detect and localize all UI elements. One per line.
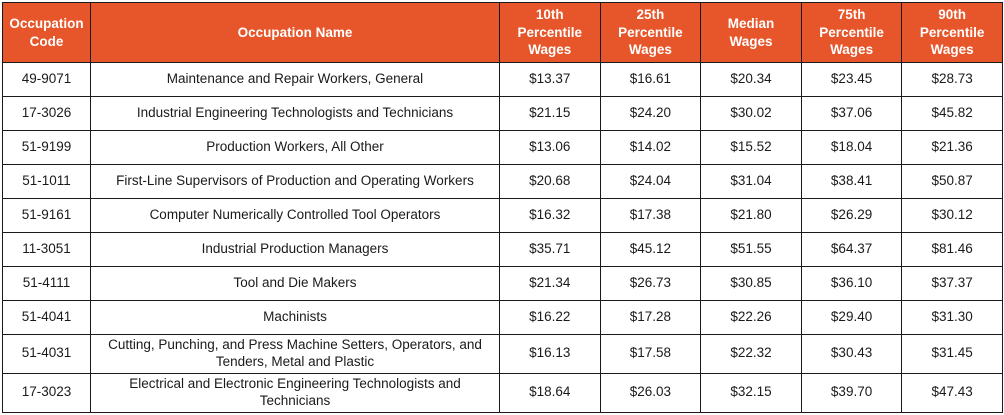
col-header-10th-percentile-wages: 10th Percentile Wages bbox=[499, 2, 601, 63]
table-row: 51-9199 Production Workers, All Other $1… bbox=[2, 130, 1003, 165]
wage-25th-percentile-cell: $17.28 bbox=[599, 300, 702, 335]
wage-median-cell: $22.26 bbox=[700, 300, 802, 335]
wage-75th-percentile-cell: $38.41 bbox=[800, 164, 903, 199]
header-row: Occupation Code Occupation Name 10th Per… bbox=[2, 2, 1003, 63]
occupation-code-cell: 49-9071 bbox=[2, 62, 91, 97]
wage-90th-percentile-cell: $28.73 bbox=[901, 62, 1003, 97]
wage-90th-percentile-cell: $47.43 bbox=[901, 372, 1003, 413]
wage-25th-percentile-cell: $17.38 bbox=[599, 198, 702, 233]
wage-25th-percentile-cell: $16.61 bbox=[599, 62, 702, 97]
wage-10th-percentile-cell: $21.15 bbox=[499, 96, 601, 131]
wage-median-cell: $32.15 bbox=[700, 372, 802, 413]
wage-90th-percentile-cell: $37.37 bbox=[901, 266, 1003, 301]
wage-75th-percentile-cell: $37.06 bbox=[800, 96, 903, 131]
wage-25th-percentile-cell: $45.12 bbox=[599, 232, 702, 267]
wage-75th-percentile-cell: $26.29 bbox=[800, 198, 903, 233]
wage-10th-percentile-cell: $13.06 bbox=[499, 130, 601, 165]
occupation-code-cell: 51-9161 bbox=[2, 198, 91, 233]
wage-median-cell: $20.34 bbox=[700, 62, 802, 97]
col-header-occupation-code: Occupation Code bbox=[2, 2, 91, 63]
wage-75th-percentile-cell: $29.40 bbox=[800, 300, 903, 335]
wage-10th-percentile-cell: $35.71 bbox=[499, 232, 601, 267]
wage-25th-percentile-cell: $24.04 bbox=[599, 164, 702, 199]
wage-75th-percentile-cell: $36.10 bbox=[800, 266, 903, 301]
wage-75th-percentile-cell: $39.70 bbox=[800, 372, 903, 413]
col-header-25th-percentile-wages: 25th Percentile Wages bbox=[599, 2, 702, 63]
wage-median-cell: $31.04 bbox=[700, 164, 802, 199]
occupation-name-cell: Cutting, Punching, and Press Machine Set… bbox=[90, 334, 500, 374]
wage-25th-percentile-cell: $26.73 bbox=[599, 266, 702, 301]
wage-90th-percentile-cell: $31.45 bbox=[901, 334, 1003, 374]
wage-10th-percentile-cell: $16.32 bbox=[499, 198, 601, 233]
wage-median-cell: $22.32 bbox=[700, 334, 802, 374]
wage-25th-percentile-cell: $14.02 bbox=[599, 130, 702, 165]
occupation-code-cell: 51-1011 bbox=[2, 164, 91, 199]
occupation-code-cell: 17-3023 bbox=[2, 372, 91, 413]
occupation-name-cell: Computer Numerically Controlled Tool Ope… bbox=[90, 198, 500, 233]
wage-10th-percentile-cell: $16.13 bbox=[499, 334, 601, 374]
wage-25th-percentile-cell: $17.58 bbox=[599, 334, 702, 374]
wage-90th-percentile-cell: $21.36 bbox=[901, 130, 1003, 165]
occupation-name-cell: Tool and Die Makers bbox=[90, 266, 500, 301]
table-row: 51-4111 Tool and Die Makers $21.34 $26.7… bbox=[2, 266, 1003, 301]
wage-90th-percentile-cell: $31.30 bbox=[901, 300, 1003, 335]
table-body: 49-9071 Maintenance and Repair Workers, … bbox=[2, 62, 1003, 413]
table-row: 51-9161 Computer Numerically Controlled … bbox=[2, 198, 1003, 233]
wage-median-cell: $51.55 bbox=[700, 232, 802, 267]
table-row: 51-4031 Cutting, Punching, and Press Mac… bbox=[2, 334, 1003, 374]
wage-median-cell: $30.02 bbox=[700, 96, 802, 131]
col-header-occupation-name: Occupation Name bbox=[90, 2, 500, 63]
wage-75th-percentile-cell: $64.37 bbox=[800, 232, 903, 267]
wage-90th-percentile-cell: $50.87 bbox=[901, 164, 1003, 199]
wage-90th-percentile-cell: $45.82 bbox=[901, 96, 1003, 131]
col-header-75th-percentile-wages: 75th Percentile Wages bbox=[800, 2, 903, 63]
wage-90th-percentile-cell: $81.46 bbox=[901, 232, 1003, 267]
wage-10th-percentile-cell: $13.37 bbox=[499, 62, 601, 97]
wage-25th-percentile-cell: $24.20 bbox=[599, 96, 702, 131]
table-row: 51-4041 Machinists $16.22 $17.28 $22.26 … bbox=[2, 300, 1003, 335]
occupation-name-cell: Electrical and Electronic Engineering Te… bbox=[90, 372, 500, 413]
occupation-code-cell: 17-3026 bbox=[2, 96, 91, 131]
occupation-code-cell: 51-4031 bbox=[2, 334, 91, 374]
col-header-median-wages: Median Wages bbox=[700, 2, 802, 63]
wage-median-cell: $15.52 bbox=[700, 130, 802, 165]
wage-75th-percentile-cell: $23.45 bbox=[800, 62, 903, 97]
occupation-name-cell: Production Workers, All Other bbox=[90, 130, 500, 165]
occupation-code-cell: 51-4111 bbox=[2, 266, 91, 301]
occupation-code-cell: 51-4041 bbox=[2, 300, 91, 335]
table-row: 17-3026 Industrial Engineering Technolog… bbox=[2, 96, 1003, 131]
wage-10th-percentile-cell: $16.22 bbox=[499, 300, 601, 335]
wage-10th-percentile-cell: $18.64 bbox=[499, 372, 601, 413]
wage-75th-percentile-cell: $30.43 bbox=[800, 334, 903, 374]
wage-10th-percentile-cell: $21.34 bbox=[499, 266, 601, 301]
table-row: 49-9071 Maintenance and Repair Workers, … bbox=[2, 62, 1003, 97]
wage-10th-percentile-cell: $20.68 bbox=[499, 164, 601, 199]
occupation-name-cell: First-Line Supervisors of Production and… bbox=[90, 164, 500, 199]
occupation-name-cell: Maintenance and Repair Workers, General bbox=[90, 62, 500, 97]
table-row: 11-3051 Industrial Production Managers $… bbox=[2, 232, 1003, 267]
table-row: 51-1011 First-Line Supervisors of Produc… bbox=[2, 164, 1003, 199]
wage-90th-percentile-cell: $30.12 bbox=[901, 198, 1003, 233]
col-header-90th-percentile-wages: 90th Percentile Wages bbox=[901, 2, 1003, 63]
occupation-name-cell: Industrial Engineering Technologists and… bbox=[90, 96, 500, 131]
occupation-name-cell: Machinists bbox=[90, 300, 500, 335]
wage-median-cell: $21.80 bbox=[700, 198, 802, 233]
wage-75th-percentile-cell: $18.04 bbox=[800, 130, 903, 165]
occupation-code-cell: 11-3051 bbox=[2, 232, 91, 267]
occupation-name-cell: Industrial Production Managers bbox=[90, 232, 500, 267]
occupation-code-cell: 51-9199 bbox=[2, 130, 91, 165]
table-row: 17-3023 Electrical and Electronic Engine… bbox=[2, 372, 1003, 413]
wage-median-cell: $30.85 bbox=[700, 266, 802, 301]
wage-25th-percentile-cell: $26.03 bbox=[599, 372, 702, 413]
